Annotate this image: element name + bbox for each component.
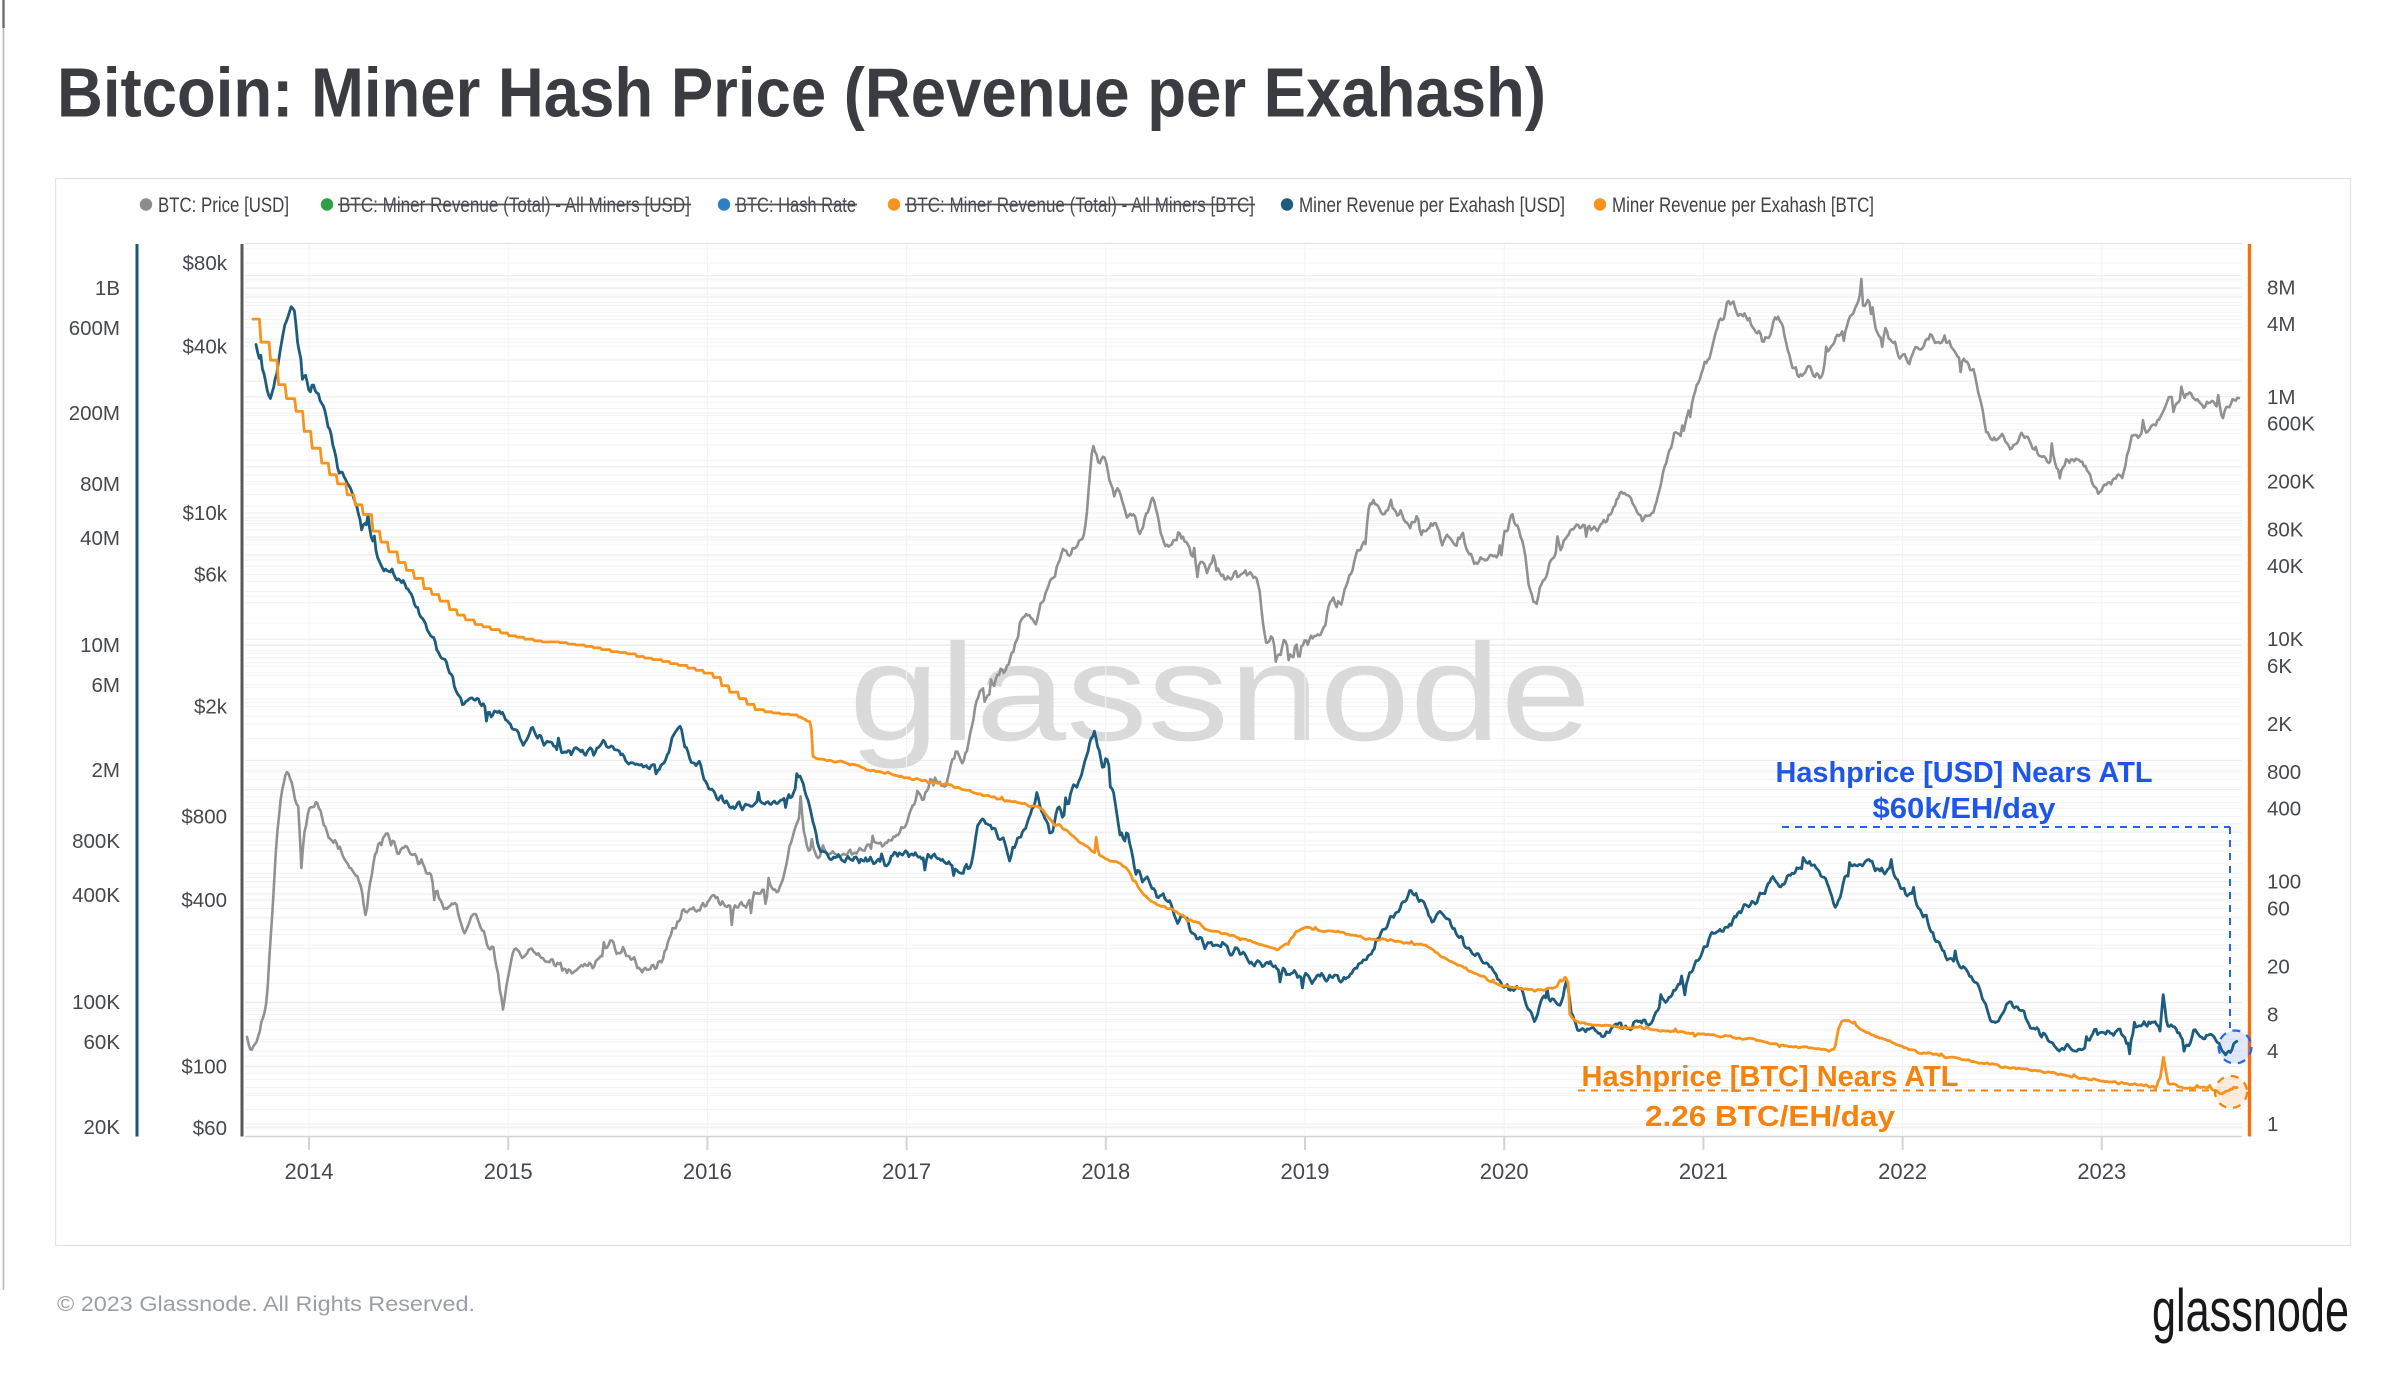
svg-text:6K: 6K xyxy=(2267,655,2292,678)
svg-text:Miner Revenue per Exahash [BTC: Miner Revenue per Exahash [BTC] xyxy=(1612,194,1874,217)
svg-text:600M: 600M xyxy=(69,317,120,340)
svg-text:2016: 2016 xyxy=(683,1159,732,1184)
svg-text:20: 20 xyxy=(2267,955,2290,978)
svg-text:8M: 8M xyxy=(2267,276,2295,299)
svg-text:2022: 2022 xyxy=(1878,1159,1927,1184)
svg-text:400: 400 xyxy=(2267,798,2301,821)
svg-text:800K: 800K xyxy=(72,830,120,853)
svg-text:200M: 200M xyxy=(69,402,120,425)
svg-text:$60k/EH/day: $60k/EH/day xyxy=(1873,793,2056,825)
svg-text:1B: 1B xyxy=(95,277,120,300)
svg-text:2019: 2019 xyxy=(1281,1159,1330,1184)
svg-text:2014: 2014 xyxy=(285,1159,334,1184)
svg-text:2018: 2018 xyxy=(1081,1159,1130,1184)
svg-text:6M: 6M xyxy=(92,674,120,697)
svg-text:4: 4 xyxy=(2267,1040,2278,1063)
svg-text:$800: $800 xyxy=(181,806,227,829)
svg-text:Bitcoin: Miner Hash Price (Rev: Bitcoin: Miner Hash Price (Revenue per E… xyxy=(57,54,1546,132)
svg-text:2.26 BTC/EH/day: 2.26 BTC/EH/day xyxy=(1645,1101,1895,1133)
svg-text:60K: 60K xyxy=(84,1031,121,1054)
svg-text:40K: 40K xyxy=(2267,555,2304,578)
svg-text:4M: 4M xyxy=(2267,313,2295,336)
svg-text:60: 60 xyxy=(2267,898,2290,921)
svg-text:800: 800 xyxy=(2267,761,2301,784)
svg-text:10K: 10K xyxy=(2267,628,2304,651)
svg-text:$100: $100 xyxy=(181,1056,227,1079)
svg-text:100K: 100K xyxy=(72,991,120,1014)
svg-text:2021: 2021 xyxy=(1679,1159,1728,1184)
svg-text:1M: 1M xyxy=(2267,386,2295,409)
svg-text:BTC: Price [USD]: BTC: Price [USD] xyxy=(158,194,289,217)
svg-text:$60: $60 xyxy=(193,1117,227,1140)
svg-text:$2k: $2k xyxy=(194,696,228,719)
svg-text:2015: 2015 xyxy=(484,1159,533,1184)
svg-text:BTC: Miner Revenue (Total) - A: BTC: Miner Revenue (Total) - All Miners … xyxy=(906,194,1254,217)
svg-text:$40k: $40k xyxy=(183,335,228,358)
svg-text:40M: 40M xyxy=(80,527,120,550)
svg-text:600K: 600K xyxy=(2267,413,2315,436)
svg-text:© 2023 Glassnode. All Rights R: © 2023 Glassnode. All Rights Reserved. xyxy=(57,1293,475,1316)
svg-text:$6k: $6k xyxy=(194,563,228,586)
svg-text:80K: 80K xyxy=(2267,519,2304,542)
svg-text:2020: 2020 xyxy=(1480,1159,1529,1184)
svg-text:2017: 2017 xyxy=(882,1159,931,1184)
svg-text:glassnode: glassnode xyxy=(2152,1277,2349,1344)
svg-text:BTC: Hash Rate: BTC: Hash Rate xyxy=(736,194,856,217)
svg-text:400K: 400K xyxy=(72,884,120,907)
svg-text:$10k: $10k xyxy=(183,502,228,525)
svg-text:2K: 2K xyxy=(2267,713,2292,736)
svg-text:8: 8 xyxy=(2267,1004,2278,1027)
svg-text:2M: 2M xyxy=(92,759,120,782)
svg-text:10M: 10M xyxy=(80,634,120,657)
svg-text:$80k: $80k xyxy=(183,252,228,275)
svg-text:80M: 80M xyxy=(80,473,120,496)
svg-text:BTC: Miner Revenue (Total) - A: BTC: Miner Revenue (Total) - All Miners … xyxy=(339,194,690,217)
svg-text:glassnode: glassnode xyxy=(849,616,1591,770)
svg-text:100: 100 xyxy=(2267,871,2301,894)
svg-text:1: 1 xyxy=(2267,1113,2278,1136)
svg-text:2023: 2023 xyxy=(2077,1159,2126,1184)
svg-text:Hashprice [USD] Nears ATL: Hashprice [USD] Nears ATL xyxy=(1776,757,2153,789)
svg-text:Miner Revenue per Exahash [USD: Miner Revenue per Exahash [USD] xyxy=(1299,194,1565,217)
svg-text:20K: 20K xyxy=(84,1116,121,1139)
svg-text:$400: $400 xyxy=(181,889,227,912)
svg-text:200K: 200K xyxy=(2267,471,2315,494)
svg-text:Hashprice [BTC] Nears ATL: Hashprice [BTC] Nears ATL xyxy=(1582,1061,1959,1093)
